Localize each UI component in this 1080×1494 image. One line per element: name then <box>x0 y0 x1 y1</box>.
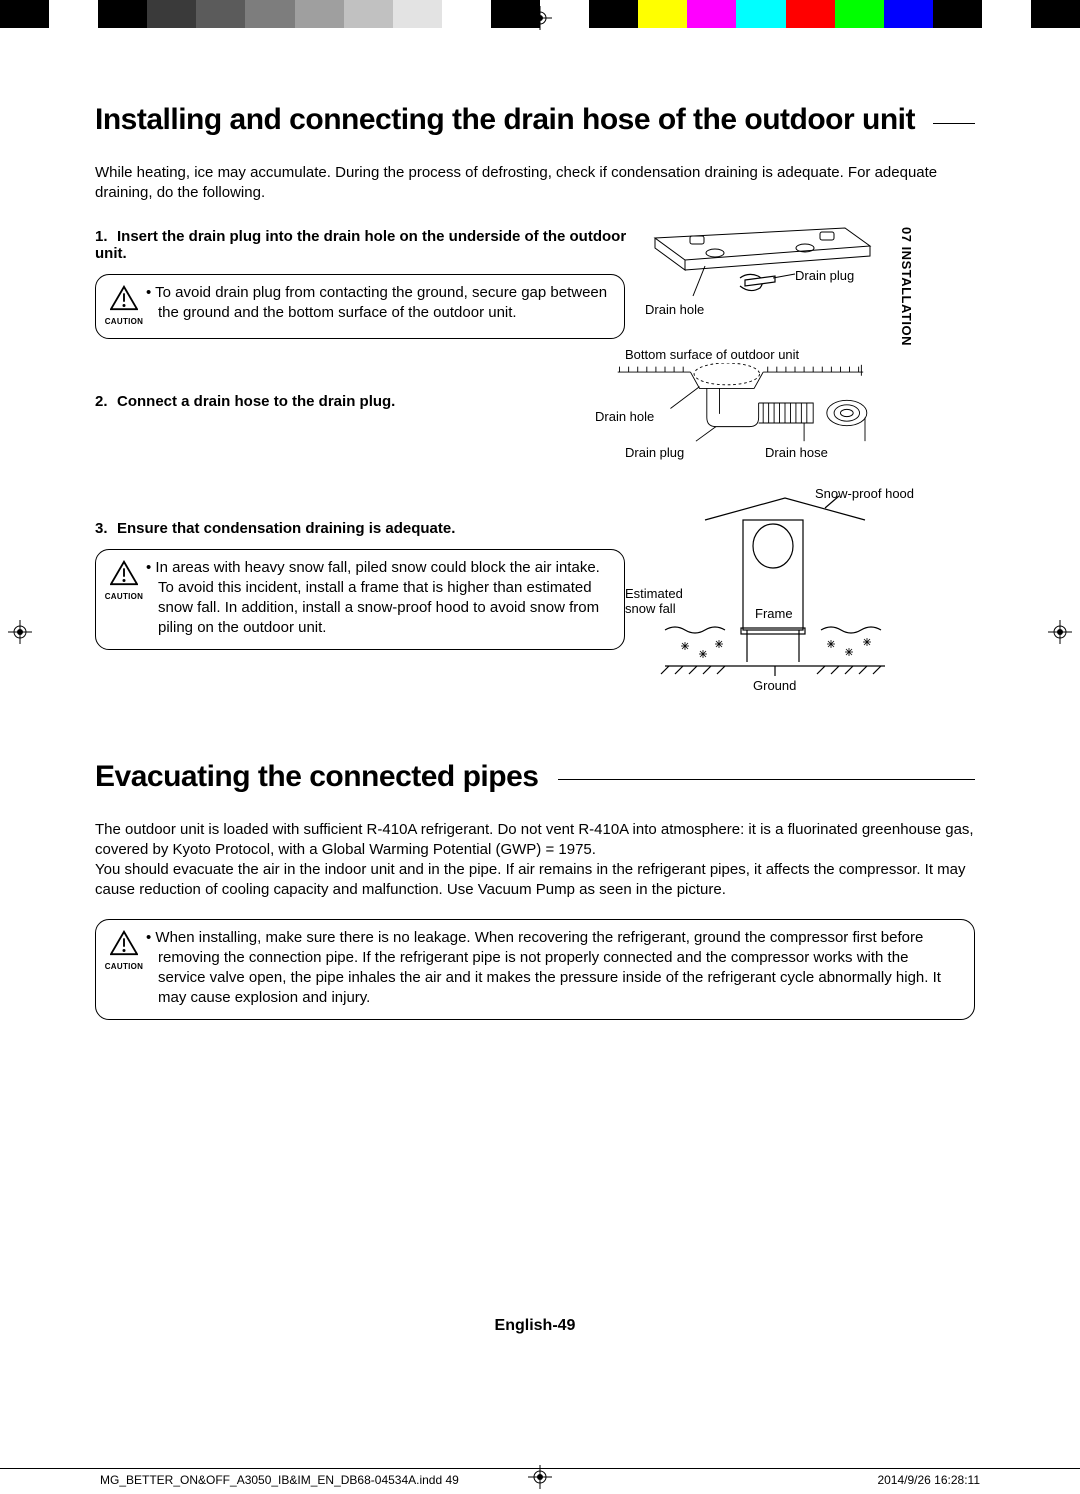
fig-label: Drain plug <box>625 445 684 460</box>
caution-box: CAUTION In areas with heavy snow fall, p… <box>95 549 625 650</box>
registration-mark-icon <box>528 6 552 30</box>
fig-label: Snow-proof hood <box>815 486 914 501</box>
caution-label: CAUTION <box>104 592 144 603</box>
figure-snow-hood: Snow-proof hood Estimated snow fall Fram… <box>625 490 905 710</box>
section-title: Evacuating the connected pipes <box>95 760 538 794</box>
caution-text: In areas with heavy snow fall, piled sno… <box>144 558 610 639</box>
caution-label: CAUTION <box>104 962 144 973</box>
fig-label: Drain plug <box>795 268 854 283</box>
registration-mark-icon <box>8 620 32 644</box>
caution-box: CAUTION To avoid drain plug from contact… <box>95 274 625 339</box>
fig-label: Estimated snow fall <box>625 586 695 617</box>
footer-date: 2014/9/26 16:28:11 <box>877 1473 980 1487</box>
fig-label: Drain hole <box>595 409 654 424</box>
intro-paragraph: You should evacuate the air in the indoo… <box>95 860 975 901</box>
fig-label: Drain hole <box>645 302 704 317</box>
section-title: Installing and connecting the drain hose… <box>95 103 915 137</box>
caution-text: To avoid drain plug from contacting the … <box>144 283 610 324</box>
section-title-row: Installing and connecting the drain hose… <box>95 103 975 137</box>
step-2-text: Connect a drain hose to the drain plug. <box>117 393 395 410</box>
figure-underside: Drain hole Drain plug <box>645 218 875 328</box>
caution-icon: CAUTION <box>104 560 144 603</box>
caution-box: CAUTION When installing, make sure there… <box>95 919 975 1020</box>
figure-drain-hose: Bottom surface of outdoor unit <box>595 347 895 477</box>
page-content: 07 INSTALLATION Installing and connectin… <box>95 85 975 1365</box>
fig-label: Bottom surface of outdoor unit <box>625 347 799 362</box>
caution-icon: CAUTION <box>104 285 144 328</box>
caution-label: CAUTION <box>104 317 144 328</box>
page-number: English-49 <box>95 1317 975 1335</box>
intro-paragraph: While heating, ice may accumulate. Durin… <box>95 163 975 204</box>
caution-text: When installing, make sure there is no l… <box>144 928 960 1009</box>
title-rule <box>933 123 975 124</box>
step-3-text: Ensure that condensation draining is ade… <box>117 520 455 537</box>
section-title-row: Evacuating the connected pipes <box>95 760 975 794</box>
fig-label: Frame <box>755 606 793 621</box>
registration-mark-icon <box>1048 620 1072 644</box>
step-3: 3.Ensure that condensation draining is a… <box>95 520 635 537</box>
intro-paragraph: The outdoor unit is loaded with sufficie… <box>95 820 975 861</box>
step-1-text: Insert the drain plug into the drain hol… <box>95 228 626 262</box>
caution-icon: CAUTION <box>104 930 144 973</box>
step-2: 2.Connect a drain hose to the drain plug… <box>95 393 635 410</box>
title-rule <box>558 779 975 780</box>
footer-file: MG_BETTER_ON&OFF_A3050_IB&IM_EN_DB68-045… <box>100 1473 459 1487</box>
footer-meta: MG_BETTER_ON&OFF_A3050_IB&IM_EN_DB68-045… <box>0 1468 1080 1487</box>
fig-label: Ground <box>753 678 796 693</box>
fig-label: Drain hose <box>765 445 828 460</box>
step-1: 1.Insert the drain plug into the drain h… <box>95 228 635 262</box>
